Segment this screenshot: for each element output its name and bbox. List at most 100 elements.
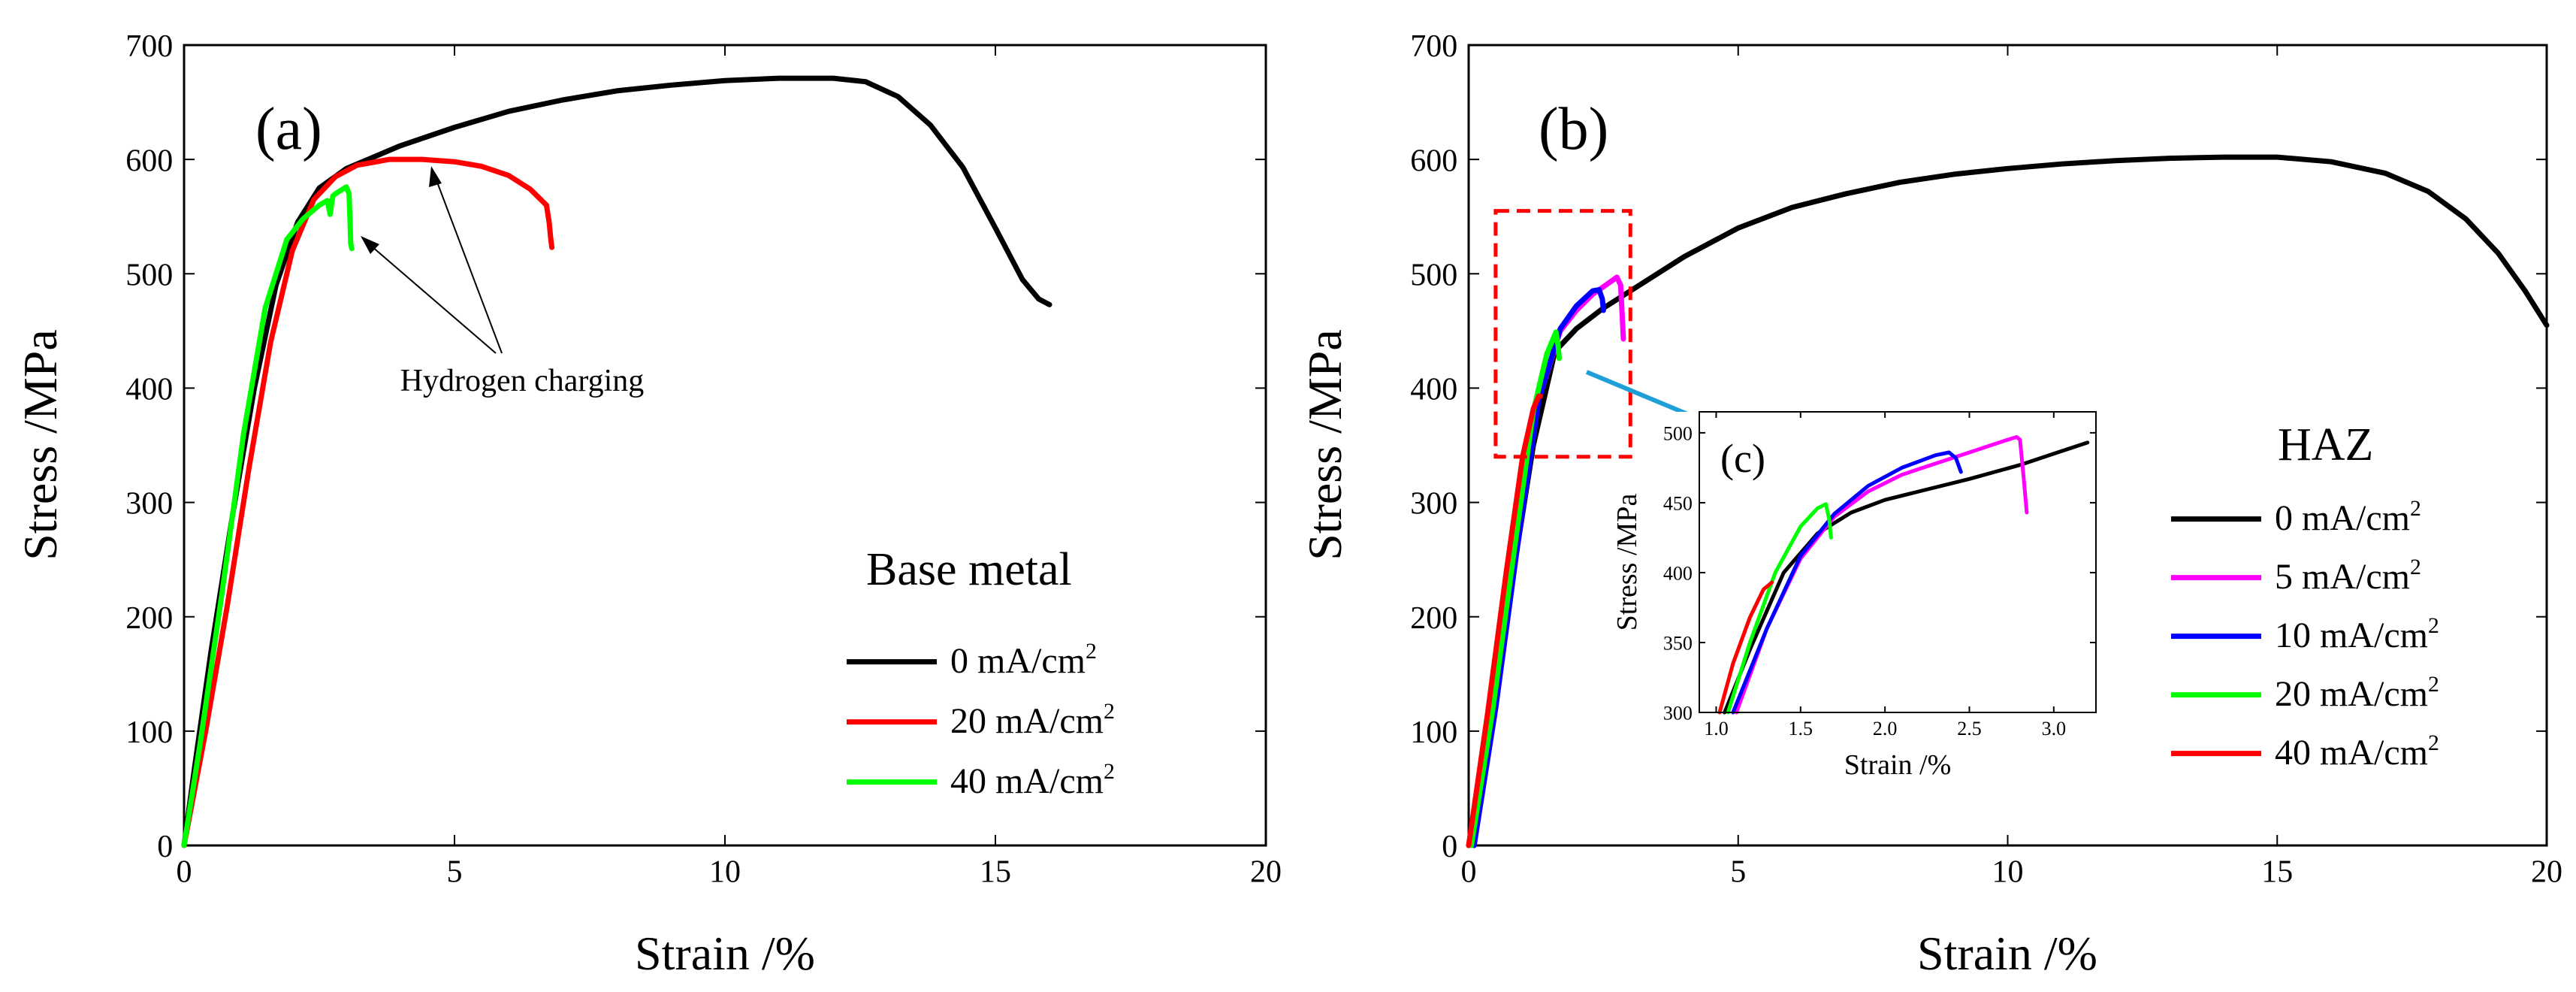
- panel-label-c: (c): [1720, 436, 1765, 481]
- b-legend-label-1: 5 mA/cm2: [2275, 555, 2421, 597]
- b-ytick-label: 100: [1410, 715, 1457, 750]
- tick-labels-c: 1.0 1.5 2.0 2.5 3.0 300 350 400 450 500: [1663, 422, 2066, 739]
- b-legend-label-2: 10 mA/cm2: [2275, 613, 2439, 655]
- a-ytick-label: 400: [125, 373, 173, 407]
- b-ytick-label: 300: [1410, 487, 1457, 522]
- a-xtick-label: 20: [1250, 854, 1282, 889]
- a-legend-label-2: 40 mA/cm2: [950, 759, 1115, 801]
- b-ytick-label: 400: [1410, 373, 1457, 407]
- a-legend-label-text-0: 0 mA/cm: [950, 641, 1086, 681]
- c-series-line-2: [1731, 450, 1963, 715]
- axis-ticks-b: [1468, 44, 2547, 846]
- b-legend-label-3: 20 mA/cm2: [2275, 672, 2439, 714]
- highlight-box: [1493, 209, 1632, 459]
- b-legend-label-sup-0: 2: [2410, 496, 2421, 521]
- b-ytick-label: 0: [1442, 830, 1457, 864]
- a-xtick-label: 5: [447, 854, 463, 889]
- a-ytick-label: 700: [125, 29, 173, 64]
- b-legend-label-4: 40 mA/cm2: [2275, 730, 2439, 773]
- a-xtick-label: 0: [177, 854, 192, 889]
- ylabel-c: Stress /MPa: [1611, 494, 1643, 631]
- b-ytick-label: 700: [1410, 29, 1457, 64]
- b-legend-label-text-3: 20 mA/cm: [2275, 674, 2428, 714]
- a-legend-label-1: 20 mA/cm2: [950, 699, 1115, 741]
- b-xtick-label: 20: [2531, 854, 2562, 889]
- b-series-line-0: [1466, 154, 2550, 848]
- a-ytick-label: 300: [125, 487, 173, 522]
- b-legend-label-sup-1: 2: [2410, 555, 2421, 579]
- series-group-c: [1717, 435, 2090, 715]
- c-series-line-4: [1717, 580, 1774, 715]
- a-series-line-2: [181, 184, 355, 848]
- annotation-arrow-1: [366, 241, 497, 354]
- b-legend-label-text-4: 40 mA/cm: [2275, 733, 2428, 773]
- inset-background: [1638, 412, 2096, 712]
- a-legend-label-sup-1: 2: [1104, 699, 1115, 724]
- annotation-arrowhead-1: [361, 236, 379, 254]
- a-series-line-0: [181, 75, 1052, 848]
- a-ytick-label: 500: [125, 258, 173, 292]
- b-legend-label-text-1: 5 mA/cm: [2275, 557, 2410, 597]
- b-legend-label-sup-2: 2: [2428, 613, 2439, 638]
- a-legend-label-text-2: 40 mA/cm: [950, 761, 1104, 801]
- c-series-line-0: [1723, 440, 2090, 715]
- a-xtick-label: 10: [709, 854, 741, 889]
- b-legend-label-sup-3: 2: [2428, 672, 2439, 697]
- panel-label-a: (a): [255, 96, 322, 162]
- xlabel-c: Strain /%: [1844, 749, 1951, 781]
- a-ytick-label: 100: [125, 715, 173, 750]
- b-xtick-label: 15: [2261, 854, 2293, 889]
- b-legend-label-text-2: 10 mA/cm: [2275, 615, 2428, 655]
- b-xtick-label: 0: [1461, 854, 1477, 889]
- ylabel-a: Stress /MPa: [14, 329, 67, 561]
- b-series-line-3: [1469, 329, 1562, 848]
- c-xtick-label: 1.5: [1789, 718, 1813, 739]
- a-series-line-1: [181, 156, 555, 848]
- c-xtick-label: 1.0: [1704, 718, 1729, 739]
- inset-c: 1.0 1.5 2.0 2.5 3.0 300 350 400 450 500 (c) Strai…: [1611, 411, 2097, 781]
- b-xtick-label: 5: [1730, 854, 1746, 889]
- xlabel-b: Strain /%: [1917, 927, 2097, 980]
- c-series-line-3: [1726, 502, 1833, 715]
- legend-title-a: Base metal: [866, 544, 1072, 595]
- a-ytick-label: 0: [157, 830, 173, 864]
- panel-label-b: (b): [1539, 96, 1608, 162]
- b-ytick-label: 200: [1410, 601, 1457, 636]
- c-xtick-label: 3.0: [2042, 718, 2067, 739]
- a-legend-label-0: 0 mA/cm2: [950, 639, 1097, 681]
- ylabel-b: Stress /MPa: [1298, 329, 1351, 561]
- a-ytick-label: 600: [125, 144, 173, 178]
- b-xtick-label: 10: [1992, 854, 2024, 889]
- c-ytick-label: 300: [1663, 702, 1693, 724]
- b-legend-label-sup-4: 2: [2428, 730, 2439, 755]
- c-ytick-label: 450: [1663, 492, 1693, 514]
- c-ytick-label: 500: [1663, 422, 1693, 444]
- c-xtick-label: 2.5: [1957, 718, 1982, 739]
- axis-ticks-a: [183, 44, 1267, 846]
- c-ytick-label: 350: [1663, 632, 1693, 654]
- annotation-arrowhead-2: [429, 166, 442, 187]
- c-ytick-label: 400: [1663, 562, 1693, 584]
- axis-ticks-c: [1699, 412, 2096, 713]
- b-ytick-label: 500: [1410, 258, 1457, 292]
- xlabel-a: Strain /%: [635, 927, 815, 980]
- b-legend-label-0: 0 mA/cm2: [2275, 496, 2421, 538]
- b-legend-label-text-0: 0 mA/cm: [2275, 498, 2410, 538]
- a-legend-label-text-1: 20 mA/cm: [950, 701, 1104, 741]
- c-xtick-label: 2.0: [1873, 718, 1898, 739]
- a-legend-label-sup-2: 2: [1104, 759, 1115, 784]
- series-group-a: [181, 75, 1052, 848]
- a-legend-label-sup-0: 2: [1086, 639, 1097, 664]
- annotation-hydrogen-charging: Hydrogen charging: [400, 364, 645, 398]
- b-ytick-label: 600: [1410, 144, 1457, 178]
- a-xtick-label: 15: [980, 854, 1011, 889]
- b-series-line-2: [1471, 287, 1606, 848]
- annotation-arrow-2: [433, 174, 503, 354]
- plot-frame-a: [183, 44, 1267, 847]
